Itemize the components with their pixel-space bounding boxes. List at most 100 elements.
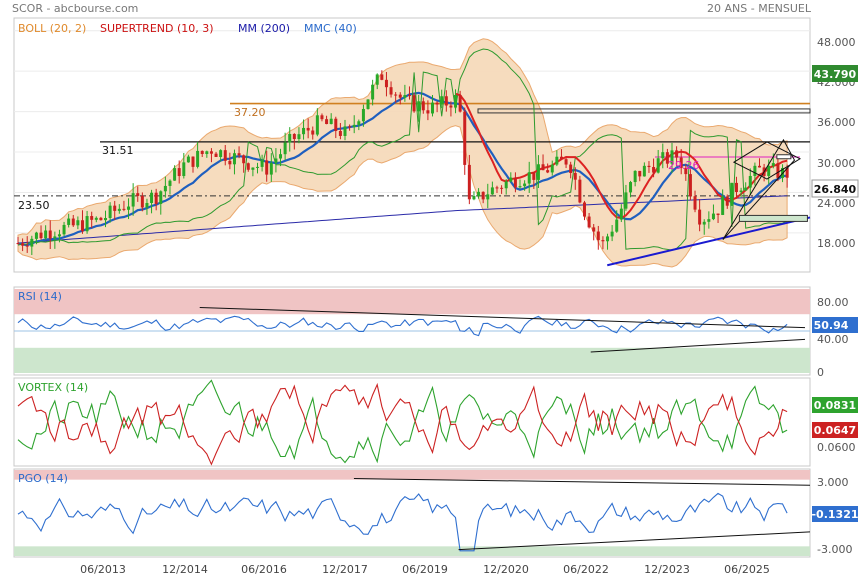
- pgo-upper-zone: [14, 470, 810, 480]
- candle: [711, 204, 715, 221]
- candle: [541, 154, 545, 171]
- candle-body: [269, 162, 273, 175]
- candle-body: [62, 224, 66, 235]
- candle: [255, 162, 259, 174]
- candle: [71, 214, 75, 227]
- last-price-badge: [811, 179, 859, 198]
- supertrend-line: [17, 48, 788, 251]
- candle: [108, 202, 112, 223]
- candle: [481, 191, 485, 204]
- candle: [431, 94, 435, 117]
- candle: [214, 151, 218, 158]
- candle-body: [633, 170, 637, 183]
- candle-body: [117, 208, 121, 211]
- candle-body: [371, 84, 375, 100]
- level-label-31: 31.51: [102, 144, 134, 157]
- candle-body: [186, 156, 190, 163]
- candle-body: [173, 168, 177, 181]
- candle-body: [85, 216, 89, 232]
- candle-body: [467, 164, 471, 200]
- candle: [518, 179, 522, 189]
- candle-body: [431, 102, 435, 114]
- candle-body: [361, 108, 365, 122]
- candle: [670, 142, 674, 174]
- candle-body: [338, 130, 342, 136]
- candle: [288, 127, 292, 152]
- candle-body: [463, 111, 467, 165]
- pgo-plot: [14, 470, 811, 556]
- candle: [578, 175, 582, 204]
- candle: [513, 172, 517, 193]
- candle: [163, 176, 167, 198]
- candle: [629, 180, 633, 198]
- vortex-plus-value: 0.0831: [814, 399, 856, 412]
- candle-body: [182, 162, 186, 177]
- candle-body: [343, 126, 347, 136]
- candle-body: [412, 95, 416, 112]
- candle: [246, 162, 250, 172]
- candle: [536, 155, 540, 189]
- candle: [398, 92, 402, 105]
- candle: [67, 213, 71, 228]
- candle-body: [334, 118, 338, 131]
- candle: [776, 155, 780, 182]
- candle-body: [94, 217, 98, 220]
- candle-body: [320, 115, 324, 120]
- legend-mm200: MM (200): [238, 22, 290, 35]
- vortex-minus-badge: [812, 422, 858, 438]
- candle-body: [255, 166, 259, 168]
- candle-body: [403, 95, 407, 98]
- candle-body: [661, 152, 665, 159]
- pgo-tick-minus3: -3.000: [817, 543, 852, 556]
- candle: [186, 154, 190, 163]
- candle-body: [472, 196, 476, 200]
- candle-body: [375, 74, 379, 85]
- candle: [62, 221, 66, 237]
- candle-body: [76, 220, 80, 226]
- candle: [117, 204, 121, 214]
- candle: [154, 188, 158, 211]
- candle: [582, 200, 586, 221]
- candle-body: [527, 172, 531, 184]
- candle-body: [523, 183, 527, 187]
- candle-body: [725, 196, 729, 206]
- candle-body: [629, 182, 633, 193]
- candle-body: [315, 115, 319, 135]
- candle: [730, 182, 734, 206]
- candle-body: [25, 245, 29, 247]
- candle: [53, 231, 57, 249]
- candle: [94, 216, 98, 223]
- time-tick-6: 12/2020: [483, 563, 529, 576]
- triangle-pattern: [722, 138, 796, 241]
- candle-body: [260, 160, 264, 167]
- candle: [758, 158, 762, 168]
- candle-body: [251, 167, 255, 170]
- candle-body: [721, 196, 725, 215]
- candle: [338, 122, 342, 140]
- candle: [467, 154, 471, 205]
- candle: [504, 179, 508, 195]
- candle-body: [684, 168, 688, 175]
- resistance-zone: [477, 108, 811, 114]
- time-tick-5: 06/2019: [402, 563, 448, 576]
- candle-body: [417, 101, 421, 112]
- candle-body: [39, 232, 43, 239]
- candle: [661, 143, 665, 169]
- candle: [463, 107, 467, 175]
- candle: [679, 149, 683, 175]
- candle: [292, 133, 296, 150]
- candle-body: [518, 186, 522, 188]
- candle: [205, 150, 209, 158]
- candle: [159, 190, 163, 215]
- candle-body: [292, 133, 296, 140]
- candle-body: [306, 127, 310, 131]
- candle: [283, 132, 287, 161]
- candle: [182, 152, 186, 179]
- candle-body: [274, 158, 278, 163]
- candle: [131, 183, 135, 216]
- candle-body: [325, 119, 329, 125]
- pgo-value-badge: [812, 506, 858, 522]
- candle-body: [71, 218, 75, 226]
- candle-body: [490, 187, 494, 195]
